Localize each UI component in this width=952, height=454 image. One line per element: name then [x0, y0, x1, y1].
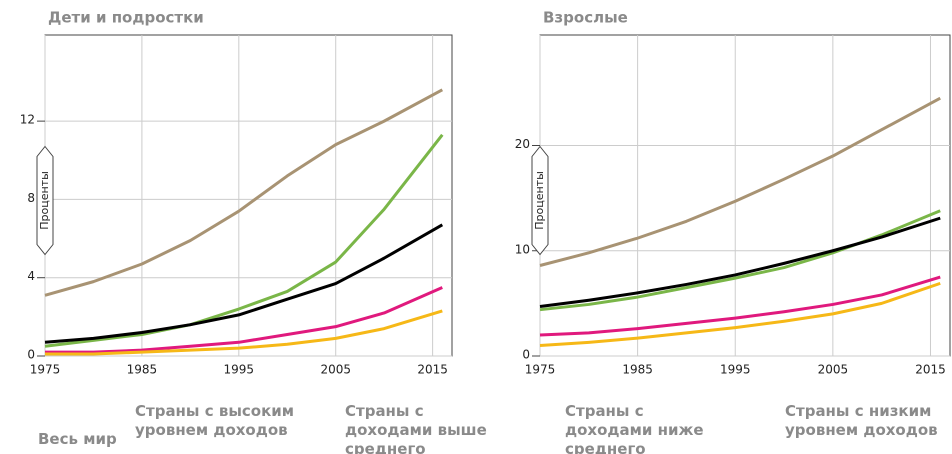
x-tick-label: 1975 [30, 363, 61, 377]
y-tick-label: 0 [522, 348, 530, 362]
line [44, 133, 444, 348]
y-axis-label: Проценты [533, 171, 546, 230]
legend-entry: Страны с низким уровнем доходов [785, 402, 938, 439]
line [45, 309, 443, 356]
chart-title: Взрослые [543, 9, 628, 27]
chart-title: Дети и подростки [48, 9, 204, 27]
line [539, 281, 941, 347]
y-tick-label: 4 [27, 269, 35, 283]
legend-entry: Весь мир [38, 430, 117, 448]
x-tick-label: 2015 [915, 363, 946, 377]
x-tick-label: 2005 [320, 363, 351, 377]
line [44, 223, 444, 344]
y-tick-label: 8 [27, 191, 35, 205]
legend-entry: Страны с высоким уровнем доходов [135, 402, 295, 439]
line [539, 275, 941, 337]
x-tick-label: 1995 [224, 363, 255, 377]
y-tick-label: 12 [20, 113, 35, 127]
x-tick-label: 1985 [622, 363, 653, 377]
line [44, 88, 444, 297]
y-label-box [531, 145, 549, 256]
y-tick-label: 0 [27, 348, 35, 362]
x-tick-label: 2015 [417, 363, 448, 377]
line [539, 216, 941, 309]
legend-entry: Страны с доходами ниже среднего [565, 402, 704, 454]
line [45, 286, 443, 354]
y-axis-label: Проценты [38, 171, 51, 230]
legend-entry: Страны с доходами выше среднего [345, 402, 487, 454]
x-tick-label: 1995 [720, 363, 751, 377]
y-label-box [36, 145, 54, 256]
y-tick-label: 20 [515, 137, 530, 151]
x-tick-label: 2005 [818, 363, 849, 377]
y-tick-label: 10 [515, 242, 530, 256]
x-tick-label: 1985 [127, 363, 158, 377]
x-tick-label: 1975 [525, 363, 556, 377]
plot-frame [44, 34, 453, 357]
line [539, 96, 941, 267]
